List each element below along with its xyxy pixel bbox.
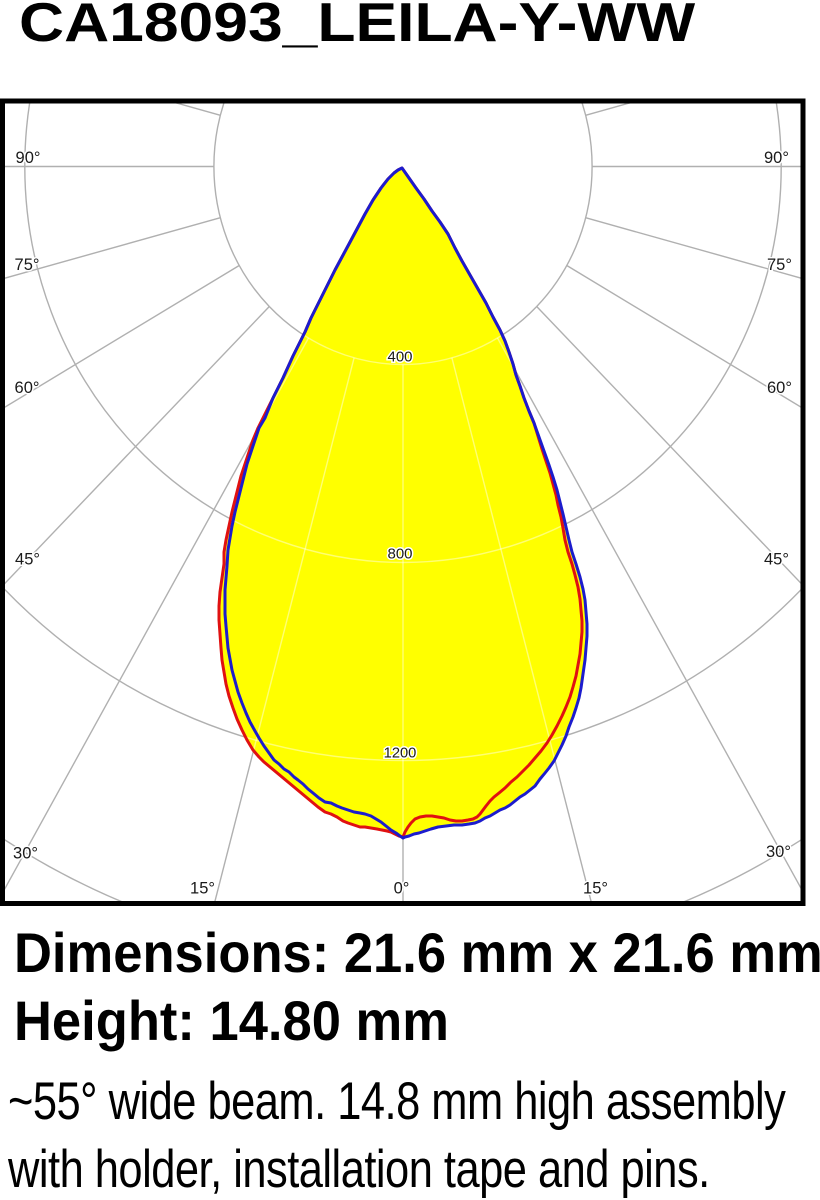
svg-text:1200: 1200 [384,746,417,762]
svg-text:90°: 90° [16,149,41,167]
svg-text:75°: 75° [767,256,792,274]
svg-text:15°: 15° [190,880,215,898]
svg-text:45°: 45° [15,551,40,569]
svg-text:30°: 30° [766,843,791,861]
svg-text:45°: 45° [764,551,789,569]
svg-text:75°: 75° [15,256,40,274]
svg-text:90°: 90° [764,149,789,167]
svg-text:60°: 60° [15,379,40,397]
svg-text:0°: 0° [394,880,410,898]
svg-text:60°: 60° [767,379,792,397]
svg-text:30°: 30° [13,845,38,863]
svg-text:800: 800 [387,546,412,563]
svg-text:400: 400 [387,349,412,366]
svg-text:15°: 15° [583,880,608,898]
